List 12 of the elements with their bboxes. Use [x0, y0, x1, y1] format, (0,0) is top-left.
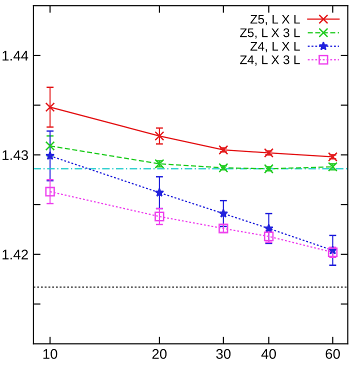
y-tick-label: 1.43: [2, 150, 28, 160]
legend-label: Z5, L X L: [250, 14, 300, 26]
x-tick-label: 60: [326, 349, 340, 359]
x-tick-label: 30: [216, 349, 231, 359]
y-tick-label: 1.42: [2, 250, 28, 260]
x-tick-label: 10: [43, 349, 58, 359]
legend-label: Z5, L X 3 L: [240, 28, 300, 39]
legend-label: Z4, L X 3 L: [240, 55, 300, 66]
x-tick-label: 40: [261, 349, 276, 359]
x-tick-label: 20: [152, 349, 167, 359]
legend-label: Z4, L X L: [250, 42, 300, 52]
y-tick-label: 1.44: [2, 50, 28, 60]
